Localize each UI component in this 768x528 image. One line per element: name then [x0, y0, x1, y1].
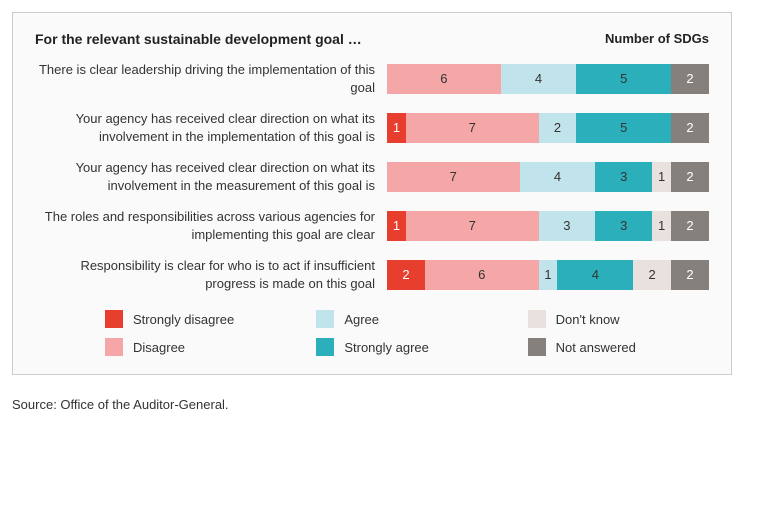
source-line: Source: Office of the Auditor-General.: [12, 397, 756, 412]
legend-label: Strongly disagree: [133, 312, 234, 327]
legend-label: Disagree: [133, 340, 185, 355]
row-label: There is clear leadership driving the im…: [35, 61, 387, 96]
bar-segment-agree: 3: [539, 211, 596, 241]
chart-title: For the relevant sustainable development…: [35, 31, 362, 47]
bar-row: There is clear leadership driving the im…: [35, 61, 709, 96]
row-label: Responsibility is clear for who is to ac…: [35, 257, 387, 292]
bar-segment-disagree: 6: [387, 64, 501, 94]
legend: Strongly disagree Agree Don't know Disagree…: [35, 310, 709, 356]
legend-swatch: [316, 338, 334, 356]
legend-swatch: [528, 338, 546, 356]
stacked-bar: 17252: [387, 113, 709, 143]
bar-segment-dont_know: 1: [652, 211, 671, 241]
legend-item-dont_know: Don't know: [528, 310, 709, 328]
bar-segment-dont_know: 2: [633, 260, 671, 290]
bar-segment-strongly_agree: 5: [576, 64, 671, 94]
bar-segment-dont_know: 1: [652, 162, 671, 192]
legend-swatch: [105, 338, 123, 356]
bar-segment-strongly_disagree: 1: [387, 211, 406, 241]
bar-segment-strongly_agree: 3: [595, 211, 652, 241]
legend-item-strongly_agree: Strongly agree: [316, 338, 497, 356]
bar-segment-strongly_agree: 3: [595, 162, 652, 192]
bar-segment-disagree: 7: [406, 113, 539, 143]
bar-segment-not_answered: 2: [671, 64, 709, 94]
legend-item-not_answered: Not answered: [528, 338, 709, 356]
legend-label: Strongly agree: [344, 340, 429, 355]
legend-item-strongly_disagree: Strongly disagree: [105, 310, 286, 328]
bar-segment-not_answered: 2: [671, 113, 709, 143]
stacked-bar: 173312: [387, 211, 709, 241]
legend-swatch: [316, 310, 334, 328]
bar-segment-not_answered: 2: [671, 162, 709, 192]
stacked-bar: 6452: [387, 64, 709, 94]
row-label: Your agency has received clear direction…: [35, 110, 387, 145]
bar-segment-disagree: 7: [387, 162, 520, 192]
bar-segment-agree: 2: [539, 113, 577, 143]
bar-segment-not_answered: 2: [671, 211, 709, 241]
bar-segment-not_answered: 2: [671, 260, 709, 290]
legend-swatch: [105, 310, 123, 328]
stacked-bar: 74312: [387, 162, 709, 192]
bar-segment-strongly_agree: 4: [557, 260, 633, 290]
bar-segment-strongly_agree: 5: [576, 113, 671, 143]
stacked-bar: 261422: [387, 260, 709, 290]
legend-swatch: [528, 310, 546, 328]
bar-row: Your agency has received clear direction…: [35, 110, 709, 145]
bar-segment-strongly_disagree: 1: [387, 113, 406, 143]
legend-item-disagree: Disagree: [105, 338, 286, 356]
bar-segment-agree: 1: [539, 260, 558, 290]
row-label: Your agency has received clear direction…: [35, 159, 387, 194]
bar-segment-agree: 4: [520, 162, 596, 192]
chart-container: For the relevant sustainable development…: [12, 12, 732, 375]
legend-label: Not answered: [556, 340, 636, 355]
legend-label: Agree: [344, 312, 379, 327]
legend-label: Don't know: [556, 312, 620, 327]
axis-label: Number of SDGs: [605, 31, 709, 46]
header-row: For the relevant sustainable development…: [35, 31, 709, 47]
legend-item-agree: Agree: [316, 310, 497, 328]
bar-row: Responsibility is clear for who is to ac…: [35, 257, 709, 292]
row-label: The roles and responsibilities across va…: [35, 208, 387, 243]
bar-segment-strongly_disagree: 2: [387, 260, 425, 290]
bar-segment-agree: 4: [501, 64, 577, 94]
bar-row: Your agency has received clear direction…: [35, 159, 709, 194]
bar-segment-disagree: 6: [425, 260, 539, 290]
bar-rows: There is clear leadership driving the im…: [35, 61, 709, 292]
bar-segment-disagree: 7: [406, 211, 539, 241]
bar-row: The roles and responsibilities across va…: [35, 208, 709, 243]
